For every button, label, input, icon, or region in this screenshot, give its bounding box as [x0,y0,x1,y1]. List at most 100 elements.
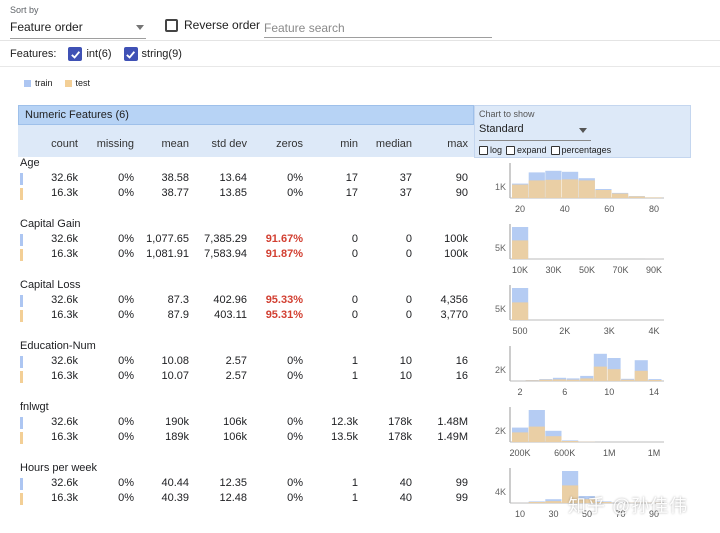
cell-mean: 10.08 [161,355,189,367]
histogram-chart[interactable]: 2K 2 6 10 14 [484,344,694,404]
test-bar[interactable] [578,499,595,503]
train-bar[interactable] [566,378,580,381]
cell-mean: 1,077.65 [146,233,189,245]
test-bar[interactable] [512,302,529,320]
cell-min: 13.5k [331,431,358,443]
x-tick-label: 10K [512,265,528,275]
feature-block[interactable]: Capital Loss 32.6k 0% 87.3 402.96 95.33% 0 0 4,3… [18,279,474,339]
cell-min: 0 [351,233,358,245]
test-bar[interactable] [648,380,662,381]
col-count[interactable]: count [51,138,78,150]
test-bar[interactable] [578,180,595,198]
test-bar[interactable] [562,179,579,198]
test-bar[interactable] [595,190,612,198]
x-tick-label: 90K [646,265,662,275]
cell-missing: 0% [118,294,134,306]
col-max[interactable]: max [447,138,468,150]
test-bar[interactable] [612,193,629,199]
test-marker [20,310,23,322]
test-bar[interactable] [545,436,562,442]
test-bar[interactable] [607,369,621,381]
y-tick-label: 4K [495,487,506,497]
cell-std-dev: 106k [223,416,247,428]
histogram-chart[interactable]: 5K 500 2K 3K 4K [484,283,694,343]
feature-block[interactable]: Capital Gain 32.6k 0% 1,077.65 7,385.29 91.67… [18,218,474,278]
legend-test: test [75,78,91,88]
histogram-chart[interactable]: 2K 200K 600K 1M 1M [484,405,694,465]
cell-mean: 87.3 [167,294,189,306]
train-bar[interactable] [552,377,566,381]
test-bar[interactable] [512,432,529,442]
string-filter-checkbox[interactable] [123,47,138,61]
feature-block[interactable]: Age 32.6k 0% 38.58 13.64 0% 17 37 90 16.3k 0% 38.77… [18,157,474,217]
test-bar[interactable] [645,197,662,198]
test-bar[interactable] [562,441,579,442]
int-filter-checkbox[interactable] [68,47,83,61]
test-bar[interactable] [621,379,635,381]
x-tick-label: 80 [649,204,659,214]
y-tick-label: 5K [495,304,506,314]
histogram-svg: 2K 2 6 10 14 [495,346,664,397]
chart-controls: Chart to show Standard log expand percen… [474,105,691,158]
sort-by-select[interactable]: Feature order [10,17,146,39]
test-row: 16.3k 0% 38.77 13.85 0% 17 37 90 [18,187,474,201]
feature-block[interactable]: Education-Num 32.6k 0% 10.08 2.57 0% 1 10 16 16.3… [18,340,474,400]
test-bar[interactable] [545,501,562,503]
features-label: Features: [10,48,57,60]
col-mean[interactable]: mean [161,138,189,150]
col-min[interactable]: min [340,138,358,150]
histogram-chart[interactable]: 1K 20 40 60 80 [484,161,694,221]
feature-block[interactable]: fnlwgt 32.6k 0% 190k 106k 0% 12.3k 178k 1.48M 16.… [18,401,474,461]
train-bar[interactable] [512,502,529,503]
col-median[interactable]: median [375,138,412,150]
train-marker [20,173,23,185]
cell-missing: 0% [118,233,134,245]
x-tick-label: 60 [604,204,614,214]
test-bar[interactable] [545,179,562,198]
chart-type-select[interactable]: Standard [479,121,591,141]
x-tick-label: 90 [649,509,659,519]
cell-max: 99 [455,492,468,504]
test-bar[interactable] [552,379,566,381]
test-bar[interactable] [512,184,529,198]
train-bar[interactable] [645,258,662,259]
train-marker [20,234,23,246]
x-tick-label: 10 [515,509,525,519]
histogram-chart[interactable]: 4K 10 30 50 70 90 [484,466,694,526]
col-missing[interactable]: missing [96,138,134,150]
test-bar[interactable] [595,502,612,503]
y-tick-label: 2K [495,426,506,436]
feature-name: Education-Num [20,340,96,352]
test-bar[interactable] [528,426,545,442]
cell-std-dev: 403.11 [214,309,247,321]
test-bar[interactable] [628,196,645,198]
col-zeros[interactable]: zeros [276,138,303,150]
expand-checkbox[interactable]: expand [506,145,547,155]
reverse-order-checkbox[interactable]: Reverse order [165,18,260,32]
test-bar[interactable] [512,240,529,259]
percentages-checkbox[interactable]: percentages [550,145,611,155]
feature-block[interactable]: Hours per week 32.6k 0% 40.44 12.35 0% 1 40 99 16… [18,462,474,522]
col-std-dev[interactable]: std dev [211,138,247,150]
cell-mean: 38.58 [161,172,189,184]
test-bar[interactable] [528,180,545,198]
test-bar[interactable] [580,378,594,381]
test-bar[interactable] [528,502,545,503]
test-bar[interactable] [566,379,580,381]
feature-search-input[interactable] [264,18,492,38]
test-bar[interactable] [525,380,539,381]
test-bar[interactable] [593,366,607,381]
train-bar[interactable] [612,502,629,503]
cell-missing: 0% [118,187,134,199]
test-bar[interactable] [634,370,648,381]
test-bar[interactable] [562,485,579,503]
divider [0,40,720,41]
log-checkbox[interactable]: log [479,145,502,155]
cell-max: 16 [455,355,468,367]
histogram-chart[interactable]: 5K 10K 30K 50K 70K 90K [484,222,694,282]
cell-zeros: 95.33% [265,294,303,306]
train-marker [20,295,23,307]
test-bar[interactable] [539,379,553,381]
divider [0,66,720,67]
cell-count: 16.3k [51,492,78,504]
